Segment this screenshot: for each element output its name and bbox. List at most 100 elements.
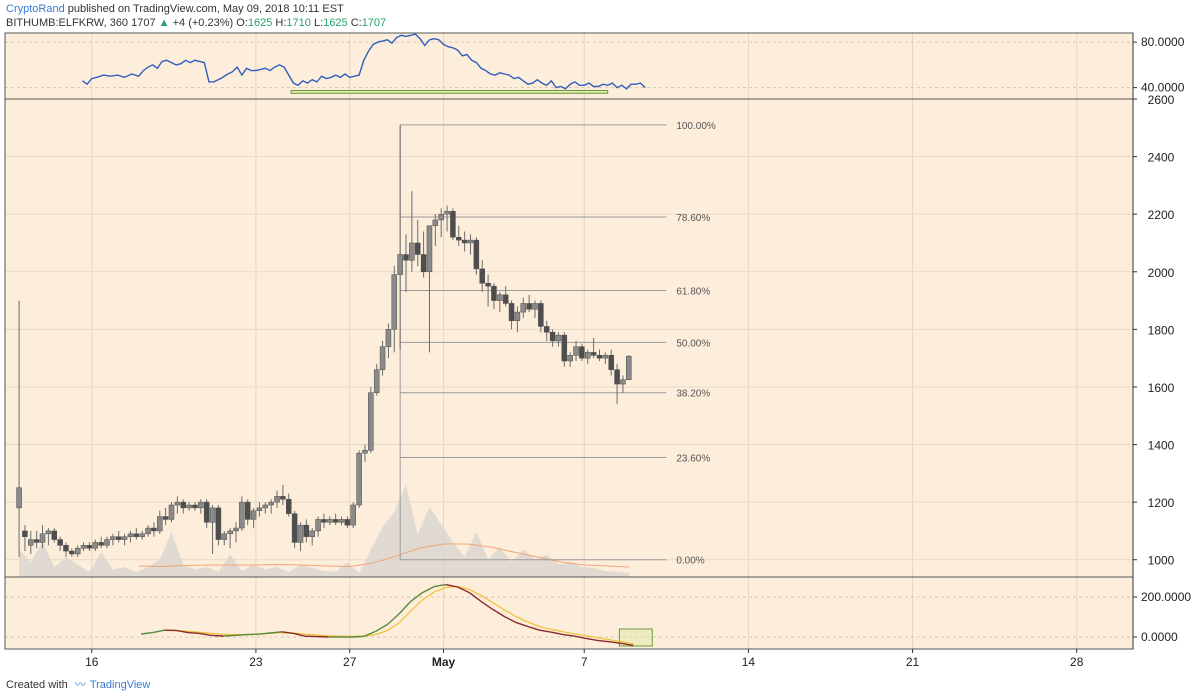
x-axis-label: May: [432, 655, 456, 669]
candle-body: [368, 392, 374, 451]
high-label: H:: [275, 17, 287, 29]
symbol-line: BITHUMB:ELFKRW, 360 1707 ▲ +4 (+0.23%) O…: [6, 16, 386, 30]
low-label: L:: [313, 17, 324, 29]
candle-body: [104, 539, 110, 546]
candle-body: [485, 283, 491, 287]
candle-body: [426, 225, 433, 273]
macd-line-segment: [211, 634, 224, 637]
candle-body: [350, 504, 356, 526]
fib-level-label: 61.80%: [676, 286, 710, 297]
candle-body: [80, 545, 87, 549]
candle-body: [69, 550, 75, 555]
candle-body: [162, 516, 169, 520]
macd-line-segment: [223, 634, 235, 637]
macd-line-segment: [468, 592, 482, 602]
candle-body: [409, 242, 415, 261]
candle-body: [39, 533, 46, 543]
candle-body: [186, 504, 192, 509]
price-axis-label: 1400: [1148, 439, 1175, 453]
x-axis-label: 14: [742, 655, 756, 669]
rsi-axis-label: 40.0000: [1141, 81, 1185, 95]
candle-body: [133, 533, 140, 537]
tradingview-logo-icon: 〰: [74, 679, 86, 691]
candle-body: [596, 355, 603, 359]
candle-body: [121, 536, 128, 540]
candle-body: [362, 450, 368, 454]
candle-body: [444, 211, 450, 215]
candle-body: [608, 355, 614, 370]
fib-level-label: 78.60%: [676, 213, 710, 224]
candle-body: [491, 285, 497, 301]
low-value: 1625: [323, 17, 348, 29]
candle-body: [28, 539, 34, 546]
macd-line-segment: [527, 625, 540, 631]
volume-area: [19, 484, 629, 577]
candle-body: [57, 539, 63, 546]
symbol-label: BITHUMB:ELFKRW, 360: [6, 17, 129, 29]
macd-line-segment: [269, 631, 282, 634]
candle-body: [479, 268, 485, 284]
price-axis-label: 2600: [1148, 93, 1175, 107]
change-arrow-icon: ▲: [158, 17, 170, 29]
author-link[interactable]: CryptoRand: [6, 3, 65, 15]
candle-body: [192, 504, 198, 509]
candle-body: [614, 369, 620, 385]
macd-line-segment: [574, 635, 587, 640]
macd-line-segment: [258, 632, 271, 635]
candle-body: [157, 516, 163, 532]
candle-body: [467, 239, 474, 244]
price-axis-label: 1200: [1148, 496, 1175, 510]
macd-line-segment: [234, 633, 247, 637]
x-axis-label: 27: [343, 655, 357, 669]
close-label: C:: [350, 17, 362, 29]
candle-body: [332, 519, 339, 523]
candle-body: [373, 369, 380, 393]
macd-line-segment: [152, 629, 165, 634]
candle-body: [63, 545, 69, 552]
price-axis-label: 2200: [1148, 208, 1175, 222]
candle-body: [315, 519, 321, 532]
candle-body: [579, 346, 585, 359]
price-panel-background: [5, 99, 1133, 577]
x-axis-label: 7: [581, 655, 588, 669]
x-axis-label: 23: [249, 655, 263, 669]
candle-body: [256, 507, 263, 512]
macd-line-segment: [375, 623, 388, 633]
footer: Created with 〰 TradingView: [6, 676, 150, 692]
candle-body: [573, 346, 579, 356]
macd-axis-label: 0.0000: [1141, 630, 1178, 644]
tradingview-brand-link[interactable]: TradingView: [89, 679, 151, 691]
macd-line-segment: [410, 592, 423, 602]
macd-line-segment: [457, 586, 470, 594]
macd-line-segment: [434, 583, 446, 588]
candle-body: [403, 254, 409, 261]
price-axis-label: 2400: [1148, 151, 1175, 165]
candle-body: [502, 294, 509, 304]
macd-axis-label: 200.0000: [1141, 590, 1191, 604]
candle-body: [555, 334, 562, 342]
candle-body: [420, 254, 427, 273]
candle-body: [309, 530, 315, 537]
publish-line: CryptoRand published on TradingView.com,…: [6, 2, 386, 16]
open-label: O:: [236, 17, 248, 29]
price-axis-label: 1600: [1148, 381, 1175, 395]
macd-line-segment: [363, 630, 376, 638]
rsi-line: [81, 33, 646, 90]
rsi-support-zone: [290, 89, 609, 94]
candle-body: [456, 236, 462, 241]
macd-line-segment: [598, 639, 611, 643]
candle-body: [262, 504, 269, 509]
candle-body: [338, 519, 345, 523]
created-with-text: Created with: [6, 679, 68, 691]
fib-level-label: 50.00%: [676, 338, 710, 349]
candle-body: [461, 239, 468, 244]
candle-body: [532, 303, 538, 310]
macd-highlight-zone: [618, 628, 653, 647]
candle-body: [497, 294, 503, 301]
macd-line-segment: [422, 585, 435, 594]
candle-body: [268, 501, 274, 506]
candle-body: [344, 519, 351, 526]
candle-body: [274, 496, 280, 503]
candle-body: [139, 533, 145, 537]
